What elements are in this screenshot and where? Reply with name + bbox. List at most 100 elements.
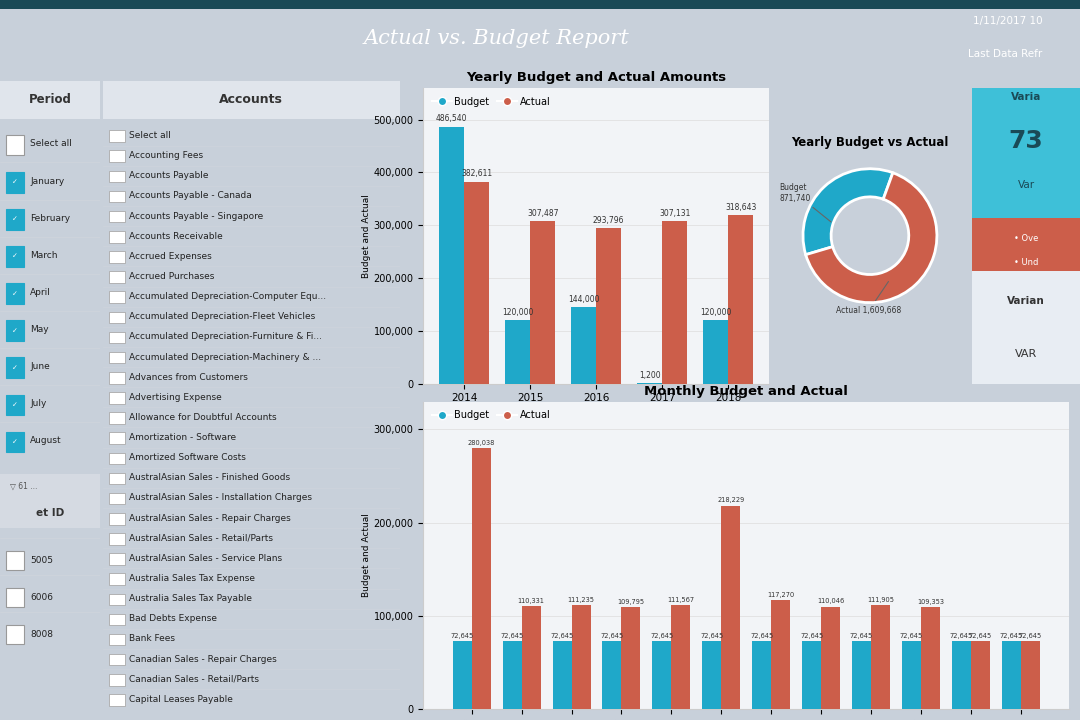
Text: 72,645: 72,645 bbox=[949, 633, 973, 639]
Bar bbox=[6, 625, 24, 644]
Text: Accounts Payable: Accounts Payable bbox=[130, 171, 208, 180]
Bar bbox=[108, 634, 125, 645]
Bar bbox=[522, 606, 541, 709]
Bar bbox=[0, 474, 100, 500]
Bar bbox=[6, 320, 24, 341]
Bar bbox=[596, 228, 621, 384]
Bar bbox=[108, 372, 125, 384]
Text: Accounts Payable - Singapore: Accounts Payable - Singapore bbox=[130, 212, 264, 220]
Bar bbox=[971, 642, 990, 709]
Text: 1/11/2017 10: 1/11/2017 10 bbox=[973, 16, 1042, 26]
Text: Accumulated Depreciation-Machinery & ...: Accumulated Depreciation-Machinery & ... bbox=[130, 353, 322, 361]
Text: Select all: Select all bbox=[130, 131, 172, 140]
Text: AustralAsian Sales - Retail/Parts: AustralAsian Sales - Retail/Parts bbox=[130, 534, 273, 543]
Bar bbox=[721, 505, 740, 709]
Bar bbox=[621, 607, 640, 709]
Bar bbox=[0, 500, 100, 528]
Text: 72,645: 72,645 bbox=[751, 633, 773, 639]
Bar bbox=[103, 81, 400, 119]
Text: 73: 73 bbox=[1009, 129, 1043, 153]
Bar bbox=[571, 307, 596, 384]
Text: Accounts Receivable: Accounts Receivable bbox=[130, 232, 224, 240]
Text: Canadian Sales - Retail/Parts: Canadian Sales - Retail/Parts bbox=[130, 675, 259, 684]
Bar bbox=[453, 642, 472, 709]
Text: 307,487: 307,487 bbox=[527, 209, 558, 218]
Text: 111,905: 111,905 bbox=[867, 597, 894, 603]
Bar bbox=[6, 358, 24, 378]
Bar bbox=[553, 642, 571, 709]
Text: 72,645: 72,645 bbox=[969, 633, 993, 639]
Bar bbox=[951, 642, 971, 709]
Text: ✓: ✓ bbox=[12, 439, 18, 445]
Bar bbox=[108, 211, 125, 222]
Bar bbox=[6, 551, 24, 570]
Bar bbox=[108, 392, 125, 404]
Legend: Budget, Actual: Budget, Actual bbox=[429, 406, 554, 424]
Text: 72,645: 72,645 bbox=[850, 633, 874, 639]
Text: 72,645: 72,645 bbox=[1000, 633, 1023, 639]
Bar bbox=[672, 606, 690, 709]
Text: 72,645: 72,645 bbox=[551, 633, 573, 639]
Bar bbox=[108, 271, 125, 283]
Bar bbox=[1021, 642, 1040, 709]
Y-axis label: Budget and Actual: Budget and Actual bbox=[362, 513, 370, 598]
Bar bbox=[972, 218, 1080, 271]
Text: ✓: ✓ bbox=[12, 291, 18, 297]
Bar bbox=[108, 613, 125, 625]
Text: ✓: ✓ bbox=[12, 402, 18, 408]
Text: 293,796: 293,796 bbox=[593, 216, 624, 225]
Title: Yearly Budget and Actual Amounts: Yearly Budget and Actual Amounts bbox=[467, 71, 726, 84]
Text: 120,000: 120,000 bbox=[502, 308, 534, 317]
Text: AustralAsian Sales - Installation Charges: AustralAsian Sales - Installation Charge… bbox=[130, 493, 312, 503]
Text: 110,331: 110,331 bbox=[517, 598, 544, 604]
Text: ✓: ✓ bbox=[12, 253, 18, 259]
Bar bbox=[108, 191, 125, 202]
Bar bbox=[440, 127, 464, 384]
Text: 72,645: 72,645 bbox=[700, 633, 724, 639]
Bar bbox=[6, 395, 24, 415]
Text: Varia: Varia bbox=[1011, 91, 1041, 102]
Bar bbox=[108, 553, 125, 564]
Text: 1,200: 1,200 bbox=[638, 371, 661, 379]
Bar bbox=[108, 573, 125, 585]
Text: 6006: 6006 bbox=[30, 593, 53, 602]
Text: Accumulated Depreciation-Computer Equ...: Accumulated Depreciation-Computer Equ... bbox=[130, 292, 326, 301]
Text: VAR: VAR bbox=[1015, 349, 1037, 359]
Y-axis label: Budget and Actual: Budget and Actual bbox=[362, 194, 370, 278]
Text: February: February bbox=[30, 214, 70, 222]
Text: Accounts Payable - Canada: Accounts Payable - Canada bbox=[130, 192, 252, 200]
Bar bbox=[108, 150, 125, 162]
Text: 8008: 8008 bbox=[30, 630, 53, 639]
Text: 72,645: 72,645 bbox=[900, 633, 923, 639]
Bar bbox=[571, 606, 591, 709]
Bar bbox=[6, 432, 24, 452]
Wedge shape bbox=[806, 173, 936, 302]
Text: Allowance for Doubtful Accounts: Allowance for Doubtful Accounts bbox=[130, 413, 276, 422]
Text: 109,353: 109,353 bbox=[917, 599, 944, 605]
Bar bbox=[108, 473, 125, 485]
Text: 72,645: 72,645 bbox=[1018, 633, 1042, 639]
Text: August: August bbox=[30, 436, 62, 445]
Text: Amortized Software Costs: Amortized Software Costs bbox=[130, 453, 246, 462]
Bar bbox=[728, 215, 753, 384]
Bar bbox=[6, 209, 24, 230]
Text: 110,046: 110,046 bbox=[818, 598, 845, 604]
X-axis label: Budget Year: Budget Year bbox=[565, 406, 627, 416]
Bar bbox=[6, 135, 24, 156]
Text: Bank Fees: Bank Fees bbox=[130, 634, 175, 644]
Text: January: January bbox=[30, 176, 65, 186]
Text: Advances from Customers: Advances from Customers bbox=[130, 373, 248, 382]
Text: Select all: Select all bbox=[30, 140, 72, 148]
Text: Last Data Refr: Last Data Refr bbox=[968, 49, 1042, 59]
Bar bbox=[603, 642, 621, 709]
Text: Accumulated Depreciation-Furniture & Fi...: Accumulated Depreciation-Furniture & Fi.… bbox=[130, 333, 322, 341]
Bar bbox=[6, 172, 24, 192]
Text: ✓: ✓ bbox=[12, 179, 18, 185]
Bar bbox=[108, 533, 125, 544]
Text: • Und: • Und bbox=[1014, 258, 1038, 267]
Bar bbox=[652, 642, 672, 709]
Text: Accounting Fees: Accounting Fees bbox=[130, 151, 203, 160]
Bar bbox=[921, 607, 940, 709]
Bar bbox=[505, 320, 530, 384]
Text: Varian: Varian bbox=[1008, 296, 1044, 306]
